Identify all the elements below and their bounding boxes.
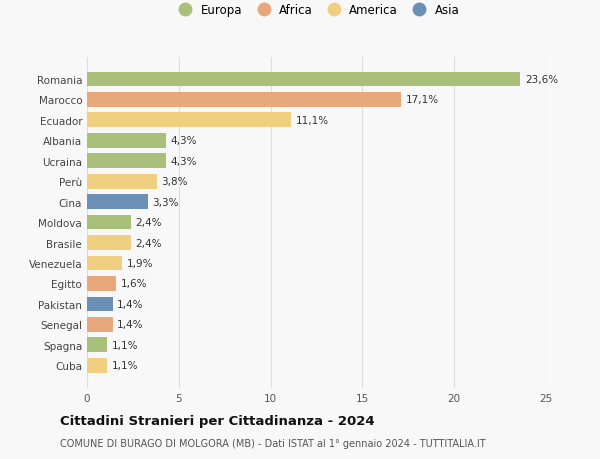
Bar <box>87 73 520 87</box>
Legend: Europa, Africa, America, Asia: Europa, Africa, America, Asia <box>173 4 460 17</box>
Text: 4,3%: 4,3% <box>170 136 197 146</box>
Bar <box>87 154 166 169</box>
Text: 17,1%: 17,1% <box>406 95 439 105</box>
Text: 1,9%: 1,9% <box>127 258 153 269</box>
Text: 3,8%: 3,8% <box>161 177 188 187</box>
Bar <box>87 256 122 271</box>
Text: 2,4%: 2,4% <box>136 238 162 248</box>
Text: 1,1%: 1,1% <box>112 360 138 370</box>
Bar <box>87 174 157 189</box>
Bar <box>87 235 131 250</box>
Text: 23,6%: 23,6% <box>525 75 558 85</box>
Text: 1,4%: 1,4% <box>117 319 144 330</box>
Bar <box>87 134 166 148</box>
Bar <box>87 113 291 128</box>
Text: 1,4%: 1,4% <box>117 299 144 309</box>
Text: 3,3%: 3,3% <box>152 197 179 207</box>
Bar <box>87 276 116 291</box>
Bar <box>87 317 113 332</box>
Text: 4,3%: 4,3% <box>170 157 197 166</box>
Bar <box>87 93 401 107</box>
Bar <box>87 338 107 353</box>
Bar <box>87 215 131 230</box>
Text: 11,1%: 11,1% <box>295 116 329 126</box>
Text: 1,6%: 1,6% <box>121 279 148 289</box>
Bar <box>87 297 113 312</box>
Bar <box>87 358 107 373</box>
Bar <box>87 195 148 210</box>
Text: COMUNE DI BURAGO DI MOLGORA (MB) - Dati ISTAT al 1° gennaio 2024 - TUTTITALIA.IT: COMUNE DI BURAGO DI MOLGORA (MB) - Dati … <box>60 438 485 448</box>
Text: 1,1%: 1,1% <box>112 340 138 350</box>
Text: 2,4%: 2,4% <box>136 218 162 228</box>
Text: Cittadini Stranieri per Cittadinanza - 2024: Cittadini Stranieri per Cittadinanza - 2… <box>60 414 374 428</box>
